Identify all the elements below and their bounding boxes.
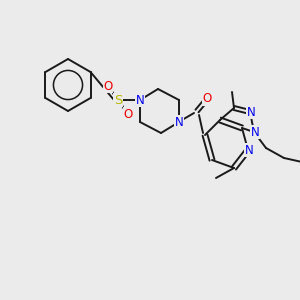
Text: O: O: [202, 92, 211, 106]
Text: N: N: [136, 94, 144, 106]
Text: N: N: [175, 116, 183, 128]
Text: S: S: [114, 94, 122, 106]
Text: N: N: [244, 143, 253, 157]
Text: O: O: [103, 80, 112, 92]
Text: N: N: [136, 94, 144, 106]
Text: N: N: [250, 125, 260, 139]
Text: O: O: [123, 107, 133, 121]
Text: N: N: [247, 106, 255, 118]
